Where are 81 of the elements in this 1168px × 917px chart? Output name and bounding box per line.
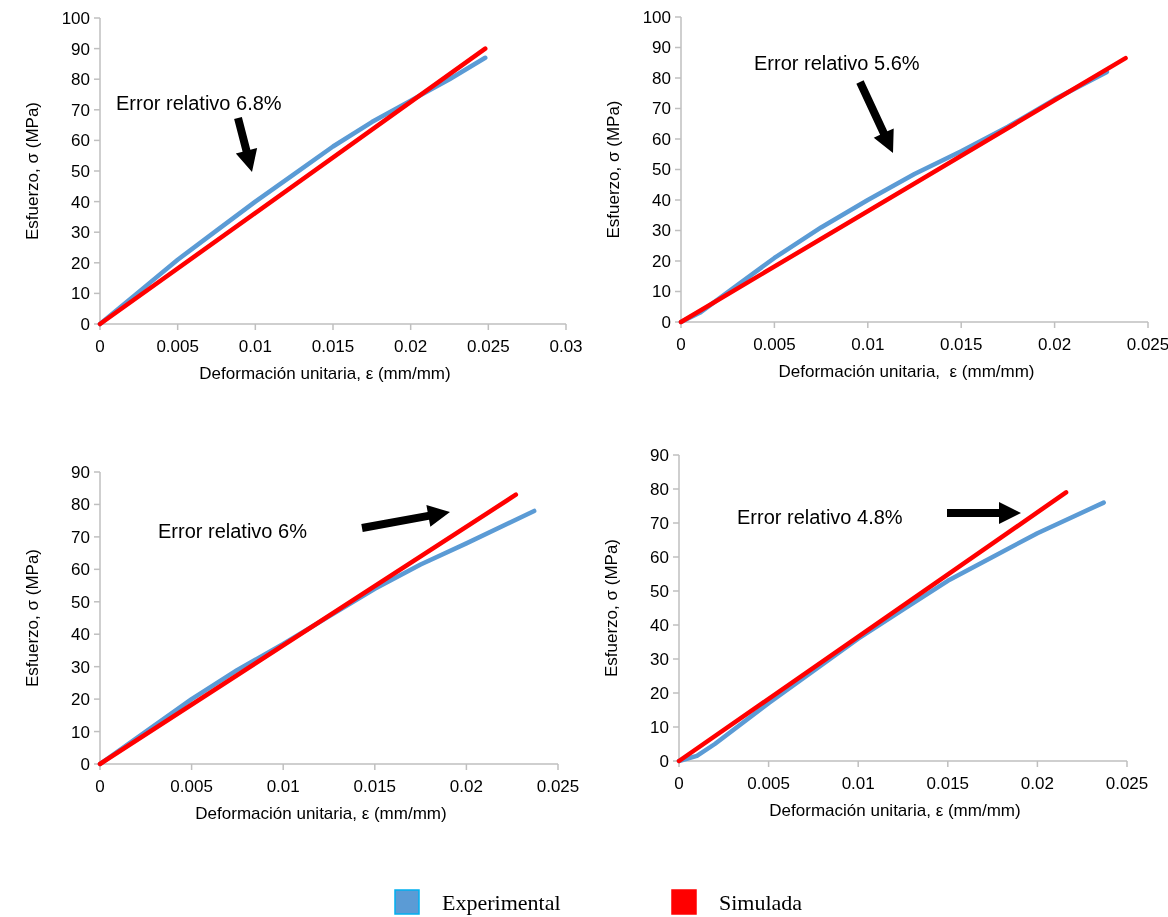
y-tick-label: 20 [71, 253, 90, 273]
y-axis-title: Esfuerzo, σ (MPa) [23, 101, 42, 241]
y-tick-label: 90 [650, 445, 669, 465]
y-tick-label: 90 [652, 38, 671, 58]
y-tick-label: 10 [650, 717, 669, 737]
y-tick-label: 40 [71, 625, 90, 645]
y-tick-label: 30 [652, 221, 671, 241]
x-tick-label: 0.025 [1126, 335, 1168, 354]
y-tick-label: 30 [650, 649, 669, 669]
x-tick-label: 0.015 [926, 774, 970, 793]
y-tick-label: 10 [71, 284, 90, 304]
y-tick-label: 0 [80, 314, 90, 334]
x-tick-label: 0.02 [449, 777, 483, 796]
y-tick-label: 50 [71, 161, 90, 181]
y-tick-label: 50 [652, 160, 671, 180]
y-tick-label: 90 [71, 39, 90, 59]
x-tick-label: 0.015 [939, 335, 983, 354]
x-tick-label: 0.025 [536, 777, 580, 796]
x-tick-label: 0.025 [467, 337, 510, 356]
annotation: Error relativo 5.6% [754, 52, 920, 74]
y-tick-label: 70 [71, 100, 90, 120]
y-tick-label: 80 [71, 495, 90, 515]
y-tick-label: 0 [80, 754, 90, 774]
y-tick-label: 80 [650, 479, 669, 499]
y-tick-label: 0 [661, 312, 671, 332]
x-tick-label: 0.01 [841, 774, 875, 793]
y-tick-label: 40 [650, 615, 669, 635]
y-tick-label: 10 [652, 282, 671, 302]
x-tick-label: 0 [95, 337, 105, 356]
y-tick-label: 70 [652, 99, 671, 119]
x-tick-label: 0.03 [549, 337, 583, 356]
x-tick-label: 0.015 [353, 777, 397, 796]
y-tick-label: 70 [650, 513, 669, 533]
y-tick-label: 80 [71, 70, 90, 90]
x-tick-label: 0.005 [170, 777, 213, 796]
y-tick-label: 60 [652, 129, 671, 149]
x-tick-label: 0.005 [747, 774, 790, 793]
x-axis-title: Deformación unitaria, ε (mm/mm) [199, 364, 451, 383]
y-tick-label: 20 [650, 683, 669, 703]
y-tick-label: 20 [652, 251, 671, 271]
y-tick-label: 100 [61, 8, 90, 28]
x-tick-label: 0.02 [1038, 335, 1072, 354]
x-tick-label: 0.01 [238, 337, 272, 356]
x-axis-title: Deformación unitaria, ε (mm/mm) [769, 801, 1021, 820]
legend-label: Experimental [442, 890, 561, 915]
x-tick-label: 0.02 [394, 337, 428, 356]
y-tick-label: 80 [652, 68, 671, 88]
x-tick-label: 0.025 [1105, 774, 1149, 793]
y-tick-label: 50 [71, 592, 90, 612]
x-tick-label: 0.005 [156, 337, 199, 356]
x-tick-label: 0.015 [311, 337, 355, 356]
x-tick-label: 0 [95, 777, 105, 796]
x-tick-label: 0.01 [266, 777, 300, 796]
x-axis-title: Deformación unitaria, ε (mm/mm) [195, 804, 447, 823]
x-tick-label: 0 [674, 774, 684, 793]
y-tick-label: 40 [71, 192, 90, 212]
y-axis-title: Esfuerzo, σ (MPa) [604, 100, 623, 239]
y-tick-label: 0 [659, 751, 669, 771]
y-tick-label: 10 [71, 722, 90, 742]
y-tick-label: 60 [71, 560, 90, 580]
y-tick-label: 90 [71, 462, 90, 482]
annotation: Error relativo 4.8% [737, 506, 903, 528]
y-tick-label: 60 [650, 547, 669, 567]
x-tick-label: 0.005 [753, 335, 796, 354]
y-tick-label: 100 [642, 7, 671, 27]
y-tick-label: 20 [71, 690, 90, 710]
y-axis-title: Esfuerzo, σ (MPa) [23, 548, 42, 688]
x-tick-label: 0.01 [851, 335, 885, 354]
y-tick-label: 70 [71, 527, 90, 547]
y-tick-label: 60 [71, 131, 90, 151]
x-tick-label: 0 [676, 335, 686, 354]
annotation: Error relativo 6.8% [116, 92, 282, 114]
y-tick-label: 30 [71, 223, 90, 243]
y-axis-title: Esfuerzo, σ (MPa) [602, 538, 621, 678]
x-tick-label: 0.02 [1020, 774, 1054, 793]
y-tick-label: 30 [71, 657, 90, 677]
legend-label: Simulada [719, 890, 803, 915]
x-axis-title: Deformación unitaria, ε (mm/mm) [778, 362, 1035, 381]
y-tick-label: 50 [650, 581, 669, 601]
y-tick-label: 40 [652, 190, 671, 210]
annotation: Error relativo 6% [158, 520, 308, 542]
